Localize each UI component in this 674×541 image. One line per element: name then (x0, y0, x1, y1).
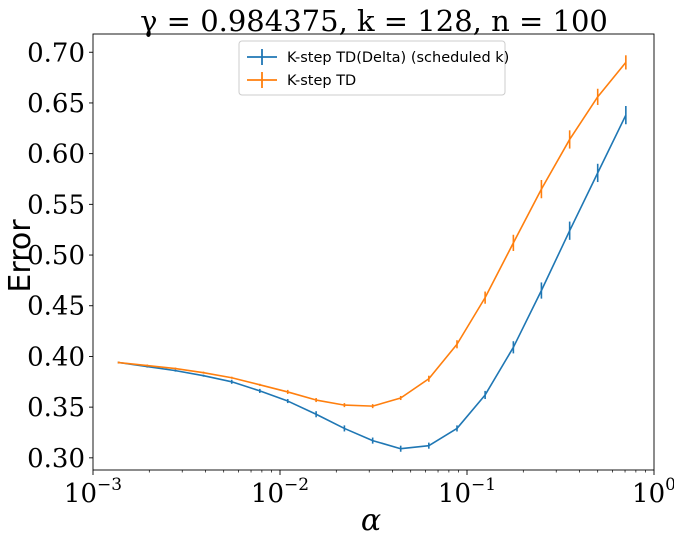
y-tick-label: 0.55 (27, 190, 85, 220)
legend: K-step TD(Delta) (scheduled k) K-step TD (238, 40, 509, 96)
legend-entry: K-step TD(Delta) (scheduled k) (247, 49, 509, 66)
y-tick-label: 0.60 (27, 140, 85, 170)
legend-label: K-step TD (287, 73, 356, 89)
legend-entry: K-step TD (247, 72, 356, 89)
legend-box (238, 40, 506, 96)
plot-frame (92, 33, 655, 471)
y-tick-label: 0.35 (27, 393, 85, 423)
x-axis-label: α (361, 503, 381, 538)
x-tick-label: 10−1 (438, 475, 496, 509)
y-tick-label: 0.65 (27, 89, 85, 119)
y-tick-label: 0.45 (27, 292, 85, 322)
x-tick-label: 10−3 (64, 475, 122, 509)
x-tick-label: 100 (632, 475, 674, 509)
series-0 (117, 105, 627, 452)
y-axis-ticks: 0.30 0.35 0.40 0.45 0.50 0.55 0.60 0.65 0.70 (27, 38, 93, 474)
y-tick-label: 0.50 (27, 241, 85, 271)
y-tick-label: 0.30 (27, 444, 85, 474)
y-tick-label: 0.70 (27, 38, 85, 68)
series-1 (117, 55, 627, 409)
x-tick-label: 10−2 (251, 475, 309, 509)
legend-label: K-step TD(Delta) (scheduled k) (287, 50, 509, 66)
series-layer (117, 55, 627, 452)
chart-title: γ = 0.984375, k = 128, n = 100 (140, 4, 608, 38)
y-axis-label: Error (3, 219, 38, 293)
y-tick-label: 0.40 (27, 342, 85, 372)
x-axis-ticks: 10−3 10−2 10−1 100 (64, 470, 674, 509)
